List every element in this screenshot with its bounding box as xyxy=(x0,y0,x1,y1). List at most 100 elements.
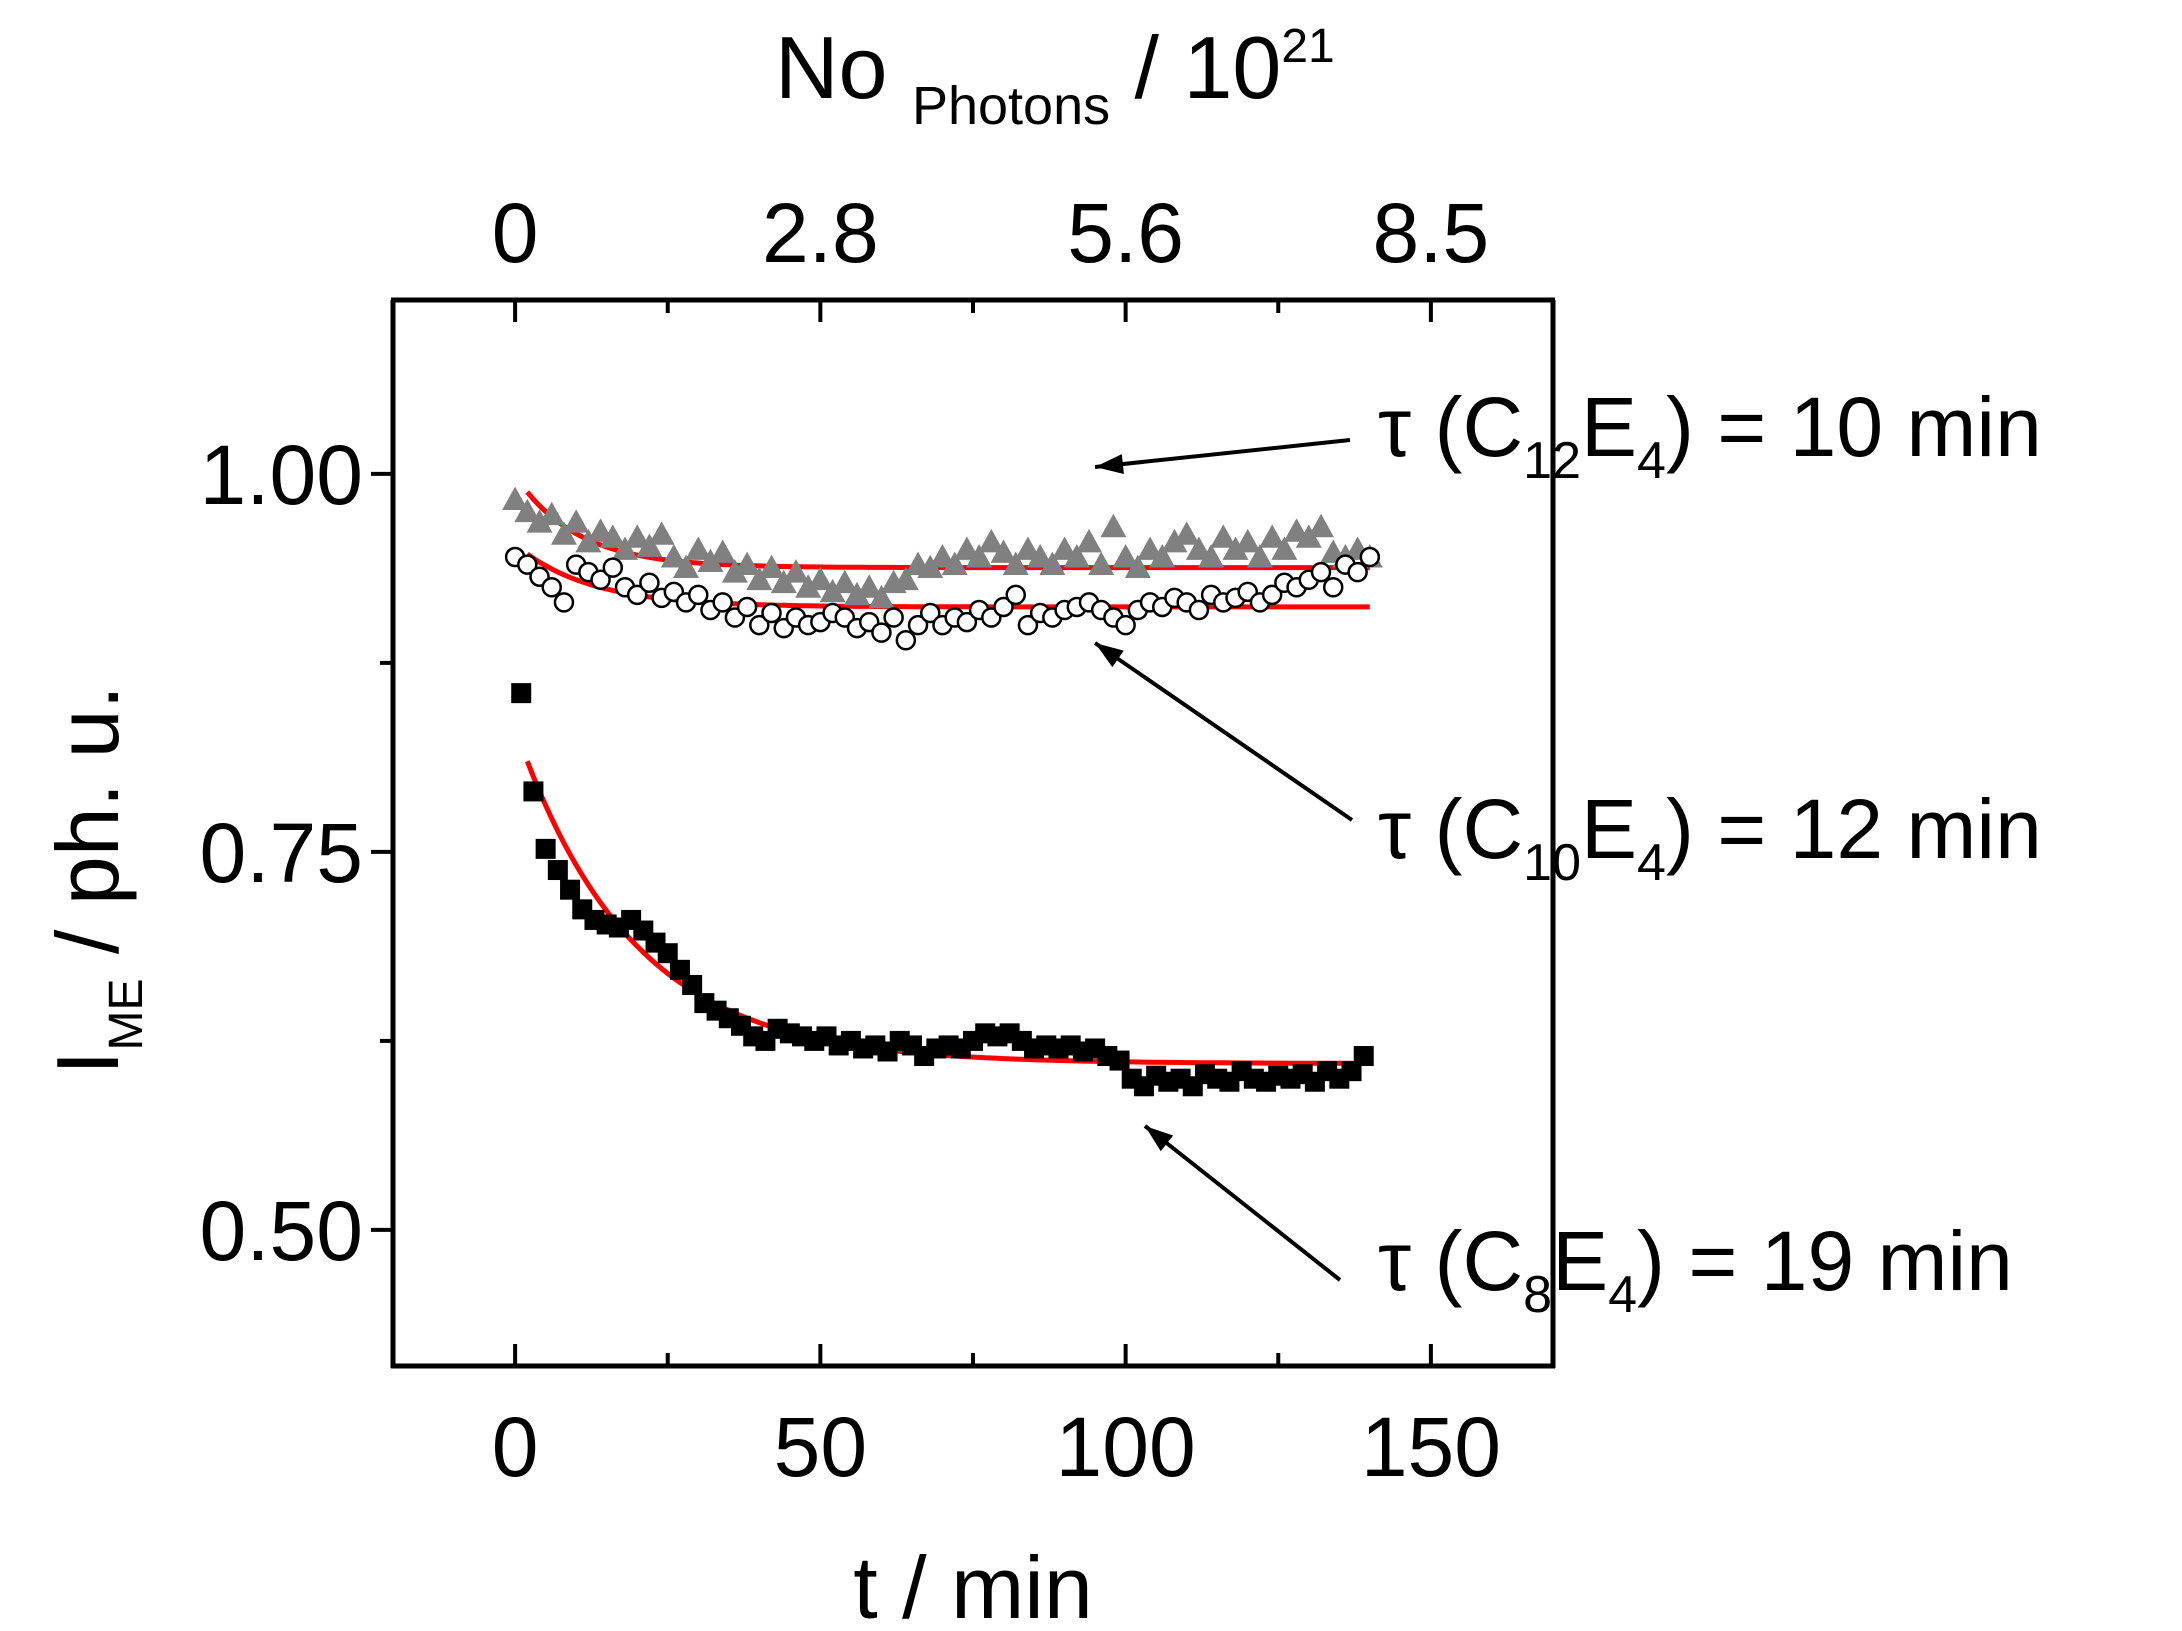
svg-text:τ (C10E4) = 12 min: τ (C10E4) = 12 min xyxy=(1378,782,2042,892)
x-tick-label: 100 xyxy=(1056,1400,1196,1494)
data-point-c12e4 xyxy=(648,521,675,545)
data-point-c12e4 xyxy=(746,566,773,591)
data-point-c10e4 xyxy=(1261,584,1283,606)
data-point-c8e4 xyxy=(560,879,581,900)
data-point-c10e4 xyxy=(736,596,758,618)
data-point-c10e4 xyxy=(993,596,1014,618)
svg-text:τ (C12E4) = 10 min: τ (C12E4) = 10 min xyxy=(1378,380,2042,490)
data-point-c10e4 xyxy=(1359,546,1381,568)
data-point-c12e4 xyxy=(990,539,1017,563)
data-point-c12e4 xyxy=(685,536,712,560)
data-point-c12e4 xyxy=(868,584,895,609)
arrow-head xyxy=(1095,454,1124,474)
data-point-c12e4 xyxy=(721,559,748,583)
top-axis-label: No Photons / 1021 xyxy=(775,18,1335,136)
data-point-c12e4 xyxy=(1051,536,1078,560)
data-point-c12e4 xyxy=(612,536,638,560)
data-point-c12e4 xyxy=(697,548,724,572)
data-point-c12e4 xyxy=(1039,551,1066,576)
data-point-c8e4 xyxy=(511,683,532,704)
arrow-c8e4 xyxy=(1143,1124,1342,1282)
data-point-c10e4 xyxy=(712,592,733,613)
data-point-c12e4 xyxy=(1076,528,1102,553)
data-point-c12e4 xyxy=(978,528,1005,553)
arrow-shaft xyxy=(1094,438,1351,469)
data-point-c12e4 xyxy=(966,544,993,568)
data-point-c12e4 xyxy=(1002,551,1029,576)
data-point-c10e4 xyxy=(1005,584,1026,606)
data-point-c8e4 xyxy=(1353,1046,1374,1067)
data-point-c12e4 xyxy=(1210,524,1237,548)
x-tick-label: 150 xyxy=(1361,1400,1501,1494)
data-point-c10e4 xyxy=(907,614,929,636)
data-point-c12e4 xyxy=(856,574,883,598)
annotation-c8e4: τ (C8E4) = 19 min xyxy=(1378,1214,2013,1324)
top-label-main: No xyxy=(775,18,912,117)
data-point-c10e4 xyxy=(883,607,904,628)
data-point-c8e4 xyxy=(669,959,690,980)
arrow-head xyxy=(1095,643,1124,668)
data-point-c10e4 xyxy=(920,602,941,624)
data-point-c10e4 xyxy=(1322,577,1344,598)
annotation-c10e4: τ (C10E4) = 12 min xyxy=(1378,782,2042,892)
y-tick-label: 0.50 xyxy=(200,1184,364,1278)
data-point-c12e4 xyxy=(550,521,577,545)
data-point-c8e4 xyxy=(682,974,703,995)
data-point-c12e4 xyxy=(1185,536,1212,560)
data-point-c12e4 xyxy=(1271,536,1298,560)
data-point-c12e4 xyxy=(1222,536,1249,560)
data-point-c12e4 xyxy=(1149,544,1176,568)
top-tick-label: 2.8 xyxy=(762,186,879,280)
arrow-c10e4 xyxy=(1093,641,1354,822)
data-point-c12e4 xyxy=(1124,554,1151,579)
data-point-c10e4 xyxy=(541,577,562,598)
data-point-c8e4 xyxy=(535,838,556,859)
y-label-rest: / ph. u. xyxy=(38,685,137,979)
data-point-c12e4 xyxy=(1198,544,1225,568)
top-tick-label: 8.5 xyxy=(1373,186,1490,280)
data-point-c10e4 xyxy=(626,584,648,606)
top-label-sub: Photons xyxy=(912,76,1110,136)
y-axis-label: IME / ph. u. xyxy=(38,685,153,1075)
data-point-c8e4 xyxy=(1341,1061,1362,1082)
arrow-shaft xyxy=(1143,1124,1342,1282)
data-point-c12e4 xyxy=(709,539,736,563)
data-point-c10e4 xyxy=(602,557,624,578)
x-tick-label: 0 xyxy=(492,1400,539,1494)
data-point-c12e4 xyxy=(673,554,700,579)
data-point-c12e4 xyxy=(1234,528,1261,553)
top-label-sup: 21 xyxy=(1281,20,1334,73)
data-point-c12e4 xyxy=(929,544,956,568)
top-tick-label: 5.6 xyxy=(1067,186,1184,280)
annotation-c12e4: τ (C12E4) = 10 min xyxy=(1378,380,2042,490)
y-tick-label: 0.75 xyxy=(200,806,364,900)
data-point-c12e4 xyxy=(514,498,541,523)
data-point-c10e4 xyxy=(1347,561,1368,583)
data-point-c10e4 xyxy=(1115,614,1136,636)
data-point-c12e4 xyxy=(1100,513,1127,538)
data-point-c12e4 xyxy=(636,533,663,557)
data-point-c12e4 xyxy=(1173,521,1200,545)
data-point-c12e4 xyxy=(831,569,858,594)
data-point-c10e4 xyxy=(761,602,782,624)
data-point-c12e4 xyxy=(1161,528,1188,553)
data-point-c8e4 xyxy=(547,860,568,881)
arrow-head xyxy=(1145,1126,1174,1152)
x-tick-label: 50 xyxy=(774,1400,867,1494)
y-label-sub: ME xyxy=(100,979,153,1051)
data-point-c12e4 xyxy=(1027,544,1054,568)
data-point-c10e4 xyxy=(553,592,575,613)
y-tick-label: 1.00 xyxy=(200,428,364,522)
data-point-c12e4 xyxy=(1137,536,1164,560)
data-point-c10e4 xyxy=(517,554,538,575)
data-point-c12e4 xyxy=(1063,544,1090,568)
data-point-c12e4 xyxy=(563,509,590,533)
x-axis-label: t / min xyxy=(853,1538,1093,1631)
svg-text:τ (C8E4) = 19 min: τ (C8E4) = 19 min xyxy=(1378,1214,2013,1324)
data-point-c12e4 xyxy=(502,486,529,510)
data-point-c12e4 xyxy=(941,551,968,576)
data-point-c12e4 xyxy=(1308,513,1334,538)
arrow-c12e4 xyxy=(1094,438,1351,474)
data-point-c12e4 xyxy=(807,566,834,591)
